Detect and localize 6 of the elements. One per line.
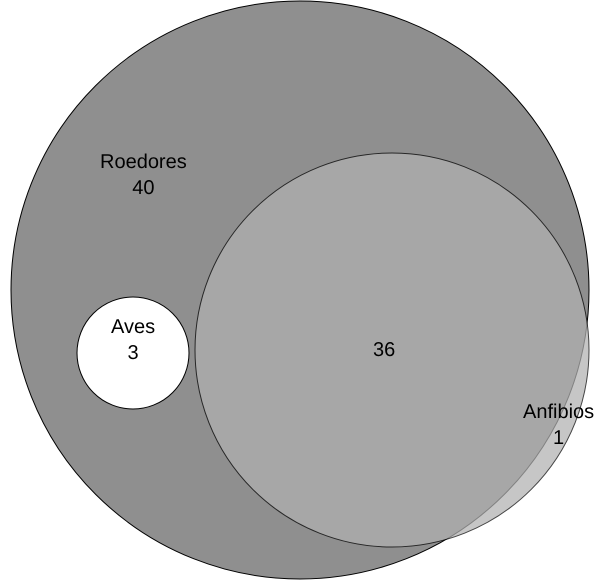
- data-label: 3: [127, 342, 139, 364]
- text: 36: [373, 339, 396, 361]
- category-label: Roedores: [100, 151, 187, 173]
- data-label: 1: [553, 427, 564, 449]
- data-label: 40: [132, 177, 154, 199]
- category-label: Aves: [111, 316, 156, 338]
